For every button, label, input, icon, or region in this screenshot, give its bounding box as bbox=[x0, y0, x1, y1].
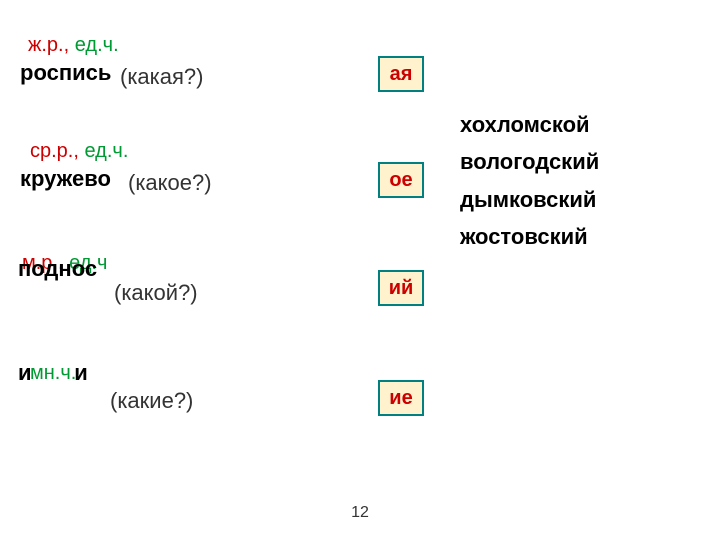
ending-text: ий bbox=[389, 277, 414, 300]
ending-text: ая bbox=[390, 63, 413, 86]
annotation-2: ср.р., ед.ч. bbox=[30, 140, 128, 163]
gender-label: ж.р., bbox=[28, 34, 69, 56]
adjective-item: вологодский bbox=[460, 143, 599, 180]
adjective-item: дымковский bbox=[460, 181, 599, 218]
gender-label: ср.р., bbox=[30, 140, 79, 162]
ending-box-4: ие bbox=[378, 380, 424, 416]
number-label: ед.ч. bbox=[75, 34, 119, 56]
ending-box-2: ое bbox=[378, 162, 424, 198]
number-label: ед.ч. bbox=[84, 140, 128, 162]
ending-box-1: ая bbox=[378, 56, 424, 92]
question-4: (какие?) bbox=[110, 388, 193, 414]
adjective-item: жостовский bbox=[460, 218, 599, 255]
adjective-item: хохломской bbox=[460, 106, 599, 143]
adjective-list: хохломской вологодский дымковский жостов… bbox=[460, 106, 599, 256]
annotation-1: ж.р., ед.ч. bbox=[28, 34, 119, 57]
noun-4: и и bbox=[18, 360, 88, 386]
noun-1: роспись bbox=[20, 60, 111, 86]
question-2: (какое?) bbox=[128, 170, 212, 196]
ending-box-3: ий bbox=[378, 270, 424, 306]
ending-text: ие bbox=[389, 387, 412, 410]
question-1: (какая?) bbox=[120, 64, 204, 90]
page-number: 12 bbox=[351, 504, 369, 522]
noun-2: кружево bbox=[20, 166, 111, 192]
noun-3: поднос bbox=[18, 256, 97, 282]
ending-text: ое bbox=[389, 169, 412, 192]
question-3: (какой?) bbox=[114, 280, 198, 306]
